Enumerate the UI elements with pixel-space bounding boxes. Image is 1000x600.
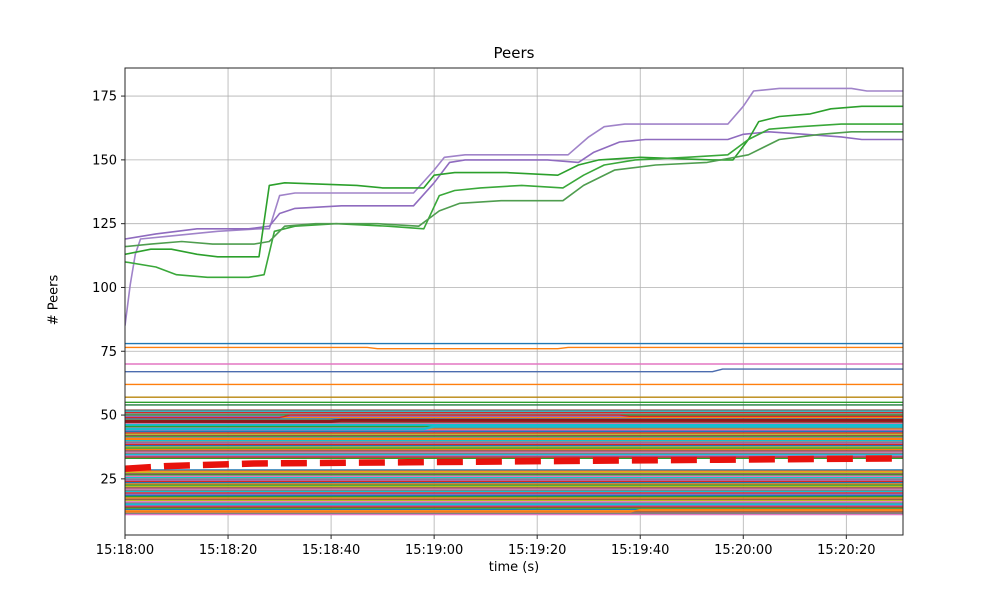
x-axis-label: time (s) <box>488 560 540 575</box>
x-tick-label: 15:19:20 <box>508 543 566 558</box>
peer-flat-76 <box>125 346 903 350</box>
peer-node-2 <box>125 131 903 240</box>
y-tick-label: 75 <box>100 345 117 360</box>
band-series-line <box>125 425 903 431</box>
band-series-line <box>125 508 903 513</box>
peer-highlight-dashed <box>125 455 903 472</box>
y-tick-label: 50 <box>100 409 117 424</box>
x-tick-label: 15:19:40 <box>611 543 669 558</box>
y-tick-label: 175 <box>92 90 117 105</box>
peer-node-5 <box>125 131 903 248</box>
x-tick-label: 15:18:40 <box>302 543 360 558</box>
x-tick-label: 15:19:00 <box>405 543 463 558</box>
peer-flat-67 <box>125 368 903 373</box>
axes-frame <box>124 67 904 536</box>
band-series-line <box>125 418 903 423</box>
y-tick-label: 100 <box>92 281 117 296</box>
x-tick-label: 15:20:20 <box>817 543 875 558</box>
y-tick-label: 150 <box>92 153 117 168</box>
peer-node-4 <box>125 123 903 279</box>
x-tick-label: 15:18:20 <box>199 543 257 558</box>
peer-node-3 <box>125 105 903 258</box>
y-tick-label: 125 <box>92 217 117 232</box>
band-series-line <box>125 414 903 419</box>
x-tick-label: 15:20:00 <box>714 543 772 558</box>
peer-node-1 <box>125 87 903 326</box>
y-tick-label: 25 <box>100 472 117 487</box>
chart-title: Peers <box>493 44 535 62</box>
x-tick-label: 15:18:00 <box>96 543 154 558</box>
